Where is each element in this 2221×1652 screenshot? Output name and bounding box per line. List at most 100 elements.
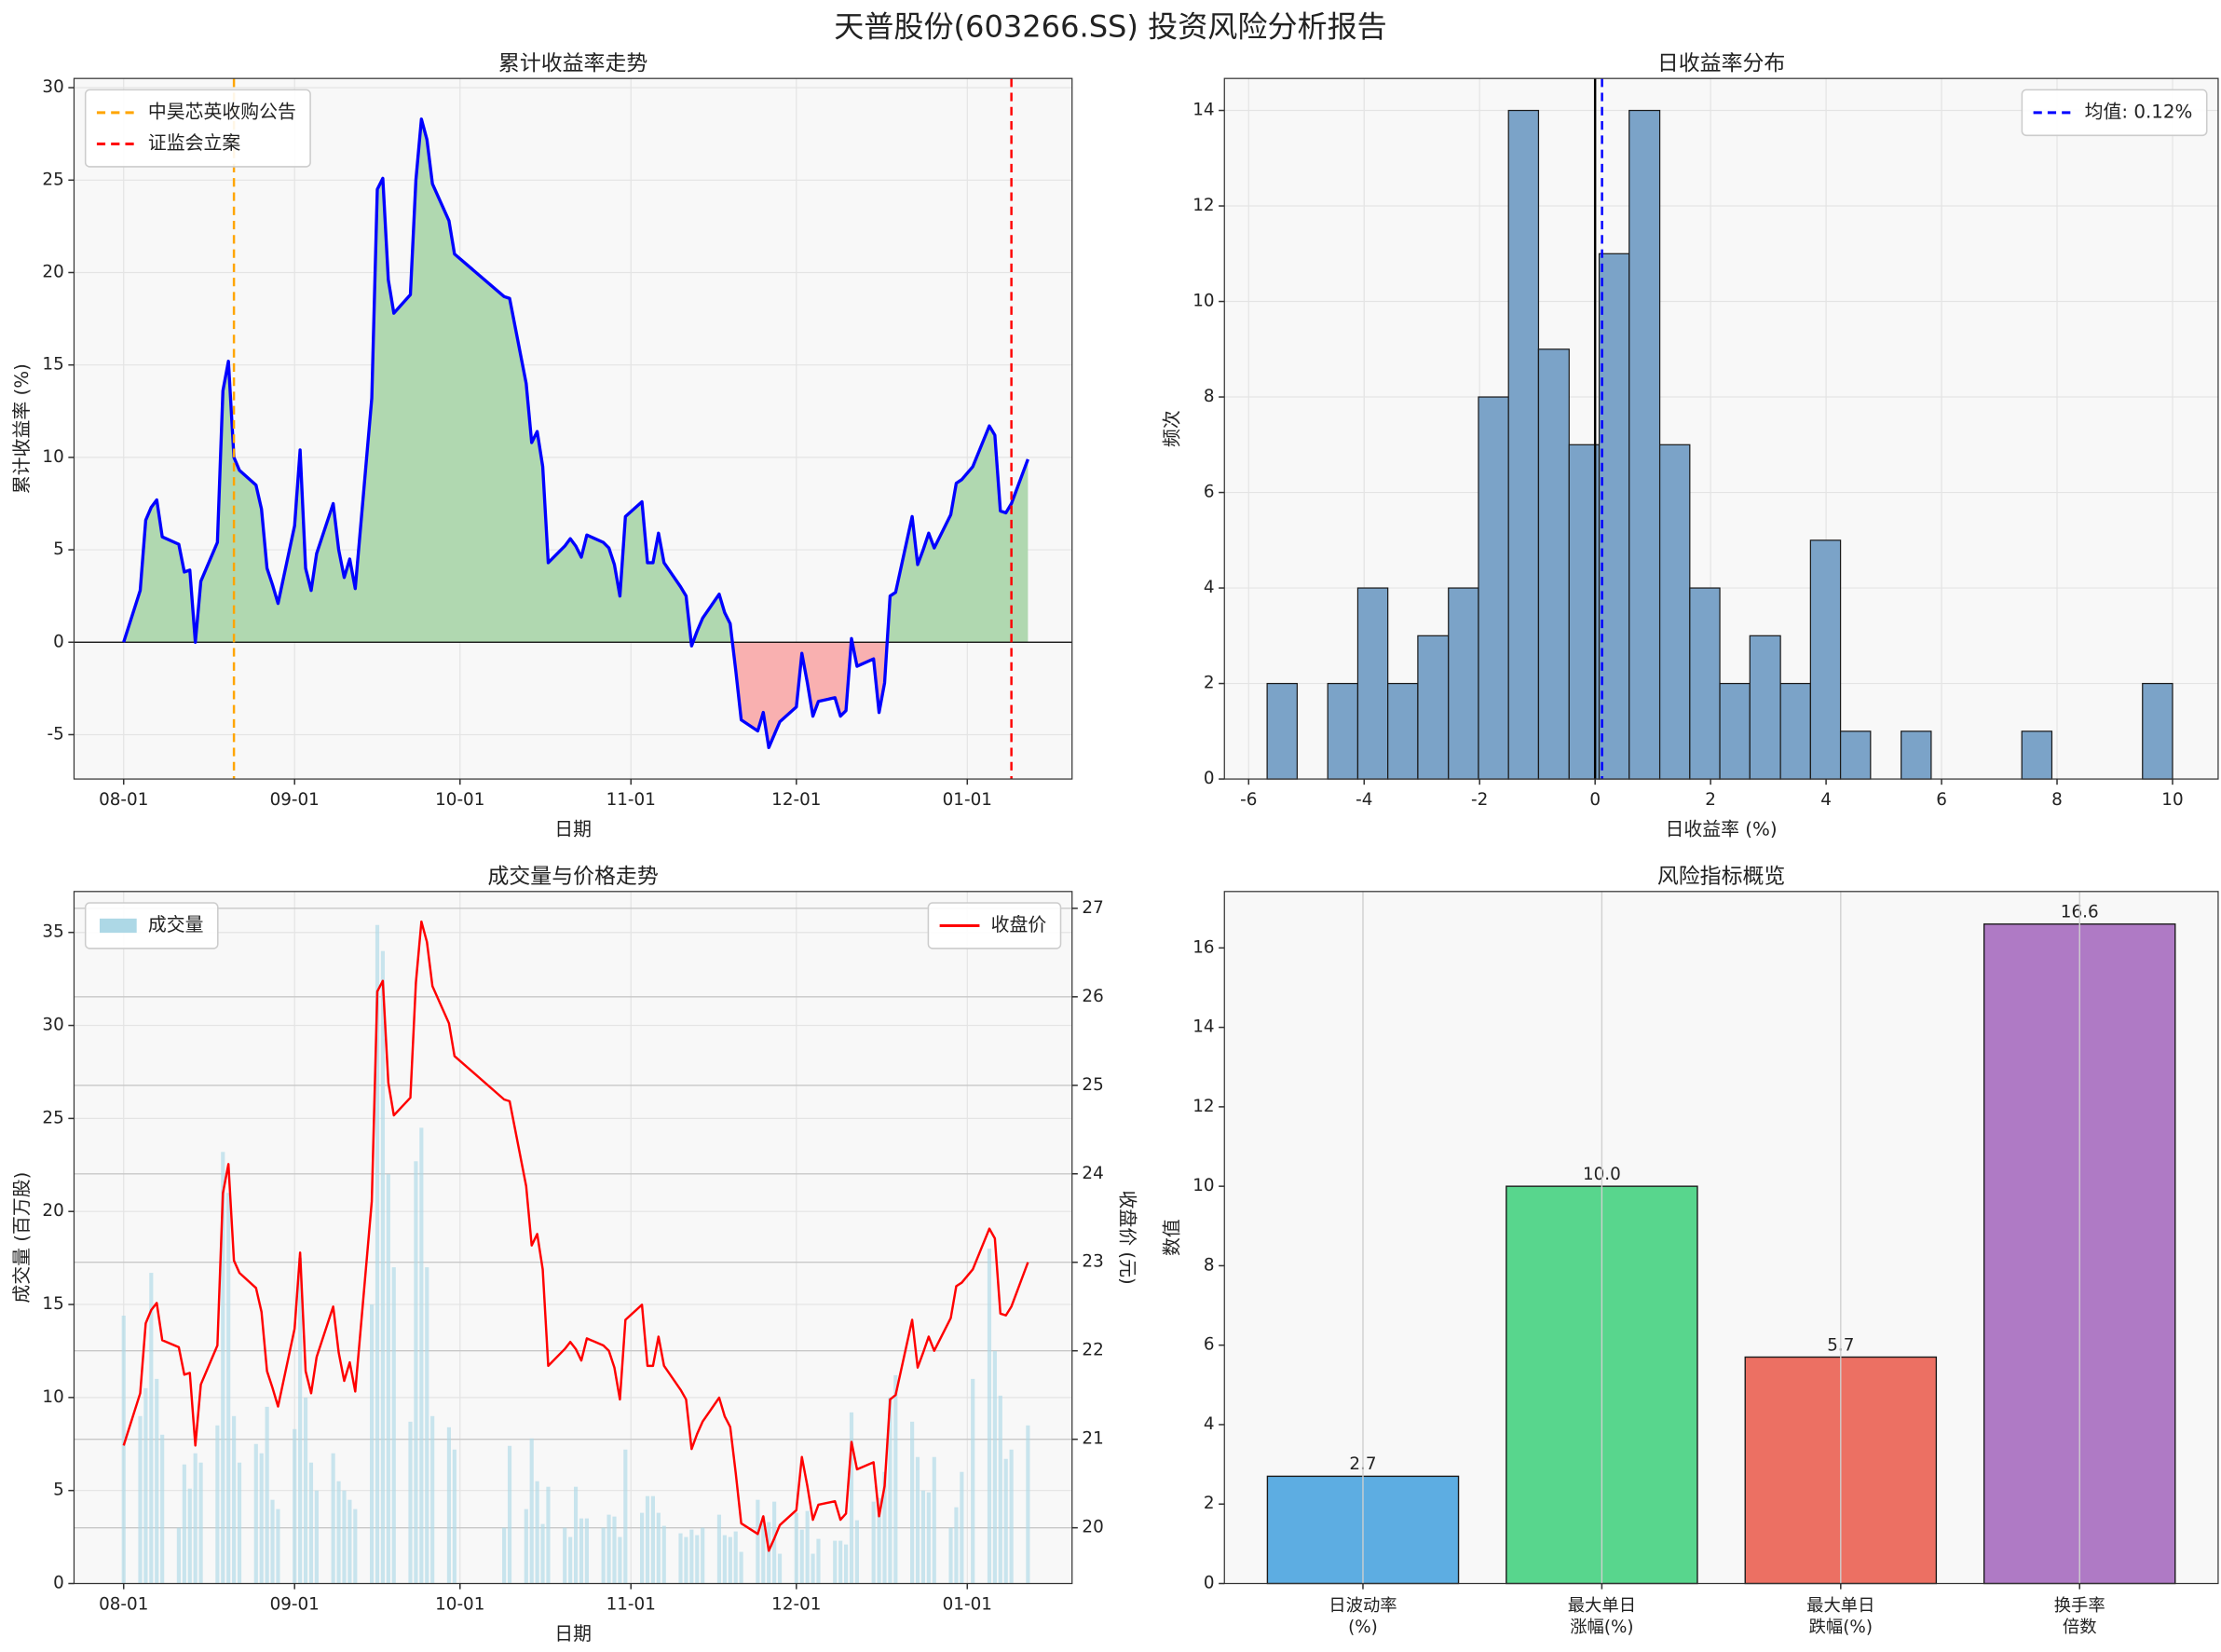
volume-bar — [1003, 1458, 1008, 1584]
volume-bar — [353, 1509, 358, 1584]
volume-bar — [794, 1512, 798, 1584]
volume-bar — [728, 1536, 732, 1584]
volume-bar — [391, 1267, 396, 1584]
y-tick-label: 15 — [42, 355, 63, 375]
volume-bar — [799, 1529, 804, 1584]
legend-label: 中昊芯英收购公告 — [148, 101, 296, 122]
y2-tick-label: 25 — [1082, 1075, 1103, 1095]
x-tick-label: 0 — [1589, 790, 1601, 810]
x-tick-label: 日波动率(%) — [1329, 1596, 1397, 1637]
volume-bar — [193, 1453, 198, 1584]
y-tick-label: 5 — [53, 1481, 64, 1500]
volume-bar — [524, 1509, 528, 1584]
histogram-bar — [1749, 635, 1781, 780]
y-tick-label: 16 — [1192, 937, 1214, 957]
x-tick-label: 08-01 — [99, 1594, 148, 1614]
legend-box — [84, 902, 219, 949]
y-tick-label: 10 — [1192, 292, 1214, 311]
y-tick-label: 6 — [1204, 1335, 1215, 1355]
legend-label: 收盘价 — [991, 914, 1047, 935]
volume-bar — [215, 1425, 220, 1584]
volume-bar — [386, 1174, 390, 1584]
volume-bar — [816, 1538, 821, 1584]
volume-bar — [695, 1535, 700, 1584]
volume-bar — [232, 1415, 237, 1584]
volume-bar — [733, 1531, 738, 1584]
volume-bar — [926, 1492, 931, 1584]
histogram-bar — [1448, 587, 1479, 780]
volume-bar — [160, 1434, 165, 1584]
volume-bar — [149, 1273, 154, 1584]
positive-fill — [123, 118, 1029, 643]
x-tick-label: 10-01 — [435, 1594, 484, 1614]
volume-bar — [584, 1518, 589, 1584]
volume-bar — [1009, 1449, 1014, 1584]
legend-box — [2021, 89, 2208, 137]
histogram-bar — [1598, 253, 1630, 780]
volume-bar — [618, 1536, 622, 1584]
y-tick-label: -5 — [47, 724, 63, 744]
volume-bar — [910, 1421, 915, 1584]
volume-bar — [176, 1527, 181, 1584]
volume-bar — [767, 1522, 771, 1584]
volume-bar — [871, 1501, 876, 1584]
volume-bar — [573, 1486, 579, 1584]
y-tick-label: 15 — [42, 1294, 63, 1314]
x-tick-label: 6 — [1936, 790, 1947, 810]
legend-box — [927, 902, 1062, 949]
y-tick-label: 10 — [1192, 1176, 1214, 1195]
volume-bar — [761, 1516, 766, 1584]
volume-bar — [187, 1488, 192, 1584]
y2-tick-label: 20 — [1082, 1518, 1103, 1537]
volume-bar — [198, 1462, 203, 1584]
volume-bar — [777, 1553, 783, 1584]
y-tick-label: 12 — [1192, 1097, 1214, 1116]
y-tick-label: 0 — [53, 1574, 64, 1593]
y-tick-label: 8 — [1204, 387, 1215, 406]
volume-bar — [1026, 1425, 1030, 1584]
volume-bar — [375, 924, 380, 1584]
volume-bar — [772, 1501, 777, 1584]
volume-bar — [650, 1495, 655, 1584]
y-axis-label: 频次 — [1162, 410, 1183, 447]
volume-bar — [960, 1471, 964, 1584]
chart-title: 风险指标概览 — [1657, 865, 1785, 889]
volume-bar — [430, 1415, 435, 1584]
volume-bar — [336, 1481, 341, 1584]
x-tick-label: 换手率倍数 — [2054, 1596, 2105, 1637]
y-axis-label: 成交量 (百万股) — [11, 1172, 33, 1304]
y-tick-label: 35 — [42, 922, 63, 942]
histogram-bar — [2021, 730, 2053, 780]
x-tick-label: 最大单日涨幅(%) — [1568, 1596, 1636, 1637]
volume-bar — [811, 1553, 815, 1584]
y-axis-label: 累计收益率 (%) — [11, 363, 33, 494]
volume-bar — [678, 1533, 683, 1584]
line — [122, 117, 1029, 750]
plot-area — [1224, 78, 2218, 780]
x-tick-label: 2 — [1705, 790, 1716, 810]
volume-bar — [298, 1258, 303, 1584]
y-tick-label: 8 — [1204, 1255, 1215, 1275]
histogram-bar — [1417, 635, 1450, 780]
volume-bar — [722, 1535, 727, 1584]
y-tick-label: 4 — [1204, 1414, 1215, 1434]
volume-bar — [331, 1453, 335, 1584]
volume-bar — [276, 1509, 280, 1584]
volume-bar — [446, 1427, 452, 1584]
x-tick-label: 11-01 — [606, 790, 656, 810]
legend-label: 证监会立案 — [148, 132, 240, 154]
volume-bar — [568, 1536, 573, 1584]
volume-bar — [303, 1397, 308, 1584]
volume-bar — [882, 1471, 887, 1584]
volume-bar — [844, 1544, 849, 1584]
y-tick-label: 0 — [53, 632, 64, 651]
volume-bar — [265, 1406, 269, 1584]
x-axis-label: 日期 — [554, 1623, 592, 1645]
volume-bar — [716, 1514, 722, 1584]
histogram-bar — [1507, 109, 1540, 780]
volume-bar — [684, 1536, 688, 1584]
y2-tick-label: 21 — [1082, 1429, 1103, 1449]
y-tick-label: 25 — [42, 170, 63, 189]
